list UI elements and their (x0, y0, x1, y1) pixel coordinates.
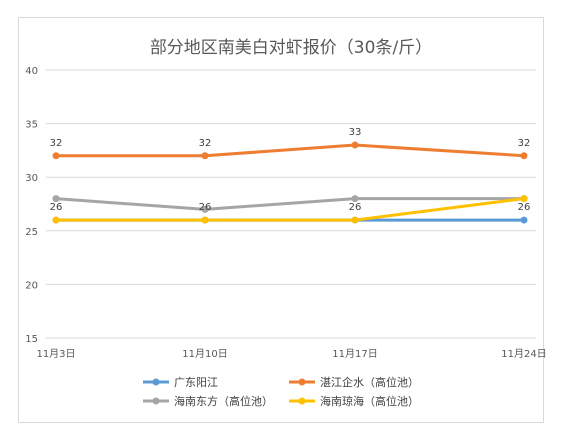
data-point (52, 195, 60, 203)
data-label: 26 (518, 202, 531, 213)
data-label: 26 (349, 202, 362, 213)
x-tick-label: 11月10日 (182, 348, 227, 360)
chart-title: 部分地区南美白对虾报价（30条/斤） (150, 38, 432, 58)
y-axis-ticks: 15 20 25 30 35 40 (25, 66, 38, 345)
data-point (351, 216, 359, 224)
y-tick-label: 35 (25, 120, 38, 131)
data-label: 32 (199, 138, 212, 149)
data-label: 26 (50, 202, 63, 213)
data-label: 26 (199, 202, 212, 213)
data-point (520, 152, 528, 160)
x-tick-label: 11月24日 (501, 348, 546, 360)
legend-marker (298, 378, 306, 386)
series-line (54, 197, 526, 211)
x-axis-ticks: 11月3日 11月10日 11月17日 11月24日 (36, 348, 546, 360)
data-label: 32 (50, 138, 63, 149)
legend: 广东阳江 湛江企水（高位池） 海南东方（高位池） 海南琼海（高位池） (143, 375, 419, 408)
data-labels: 32 32 33 32 26 26 26 26 (50, 127, 531, 213)
y-tick-label: 30 (25, 173, 38, 184)
data-label: 33 (349, 127, 362, 138)
legend-label: 广东阳江 (174, 376, 218, 389)
legend-marker (152, 378, 160, 386)
series-line (54, 197, 526, 222)
x-tick-label: 11月17日 (332, 348, 377, 360)
data-point (520, 195, 528, 203)
grid-lines (46, 69, 536, 339)
y-tick-label: 40 (25, 66, 38, 77)
data-point (351, 141, 359, 149)
legend-marker (152, 397, 160, 405)
data-point (52, 152, 60, 160)
y-tick-label: 15 (25, 334, 38, 345)
legend-marker (298, 397, 306, 405)
data-point (201, 152, 209, 160)
series-lines (52, 141, 528, 224)
legend-label: 海南琼海（高位池） (320, 394, 419, 408)
y-tick-label: 20 (25, 280, 38, 291)
legend-label: 海南东方（高位池） (174, 394, 273, 408)
series-line (54, 143, 526, 158)
data-point (520, 216, 528, 224)
data-point (201, 205, 209, 213)
data-point (201, 216, 209, 224)
y-tick-label: 25 (25, 227, 38, 238)
x-tick-label: 11月3日 (36, 348, 75, 360)
data-point (52, 216, 60, 224)
legend-label: 湛江企水（高位池） (320, 375, 419, 389)
data-point (351, 195, 359, 203)
data-label: 32 (518, 138, 531, 149)
